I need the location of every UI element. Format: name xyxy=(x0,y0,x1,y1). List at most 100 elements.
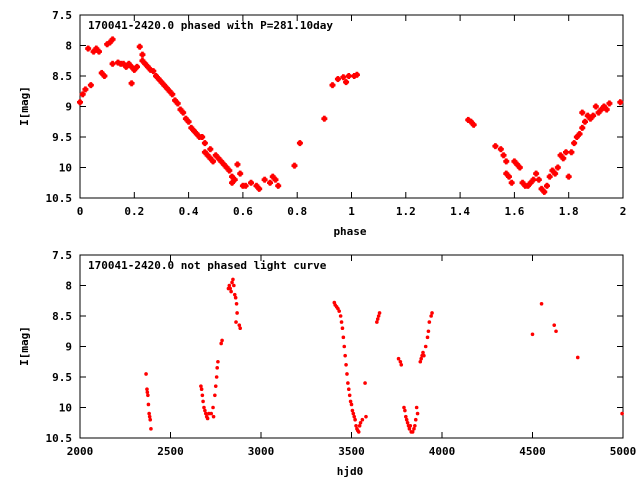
data-point xyxy=(554,329,558,334)
data-point xyxy=(253,182,260,189)
data-point xyxy=(404,414,408,419)
data-point xyxy=(516,164,523,171)
data-point xyxy=(527,179,534,186)
y-tick-label: 8 xyxy=(65,280,72,293)
data-point xyxy=(565,173,572,180)
data-point xyxy=(346,387,351,392)
data-point xyxy=(275,182,282,189)
data-point xyxy=(562,149,569,156)
axis-ticks: 0 0.2 0.4 0.6 0.8 1 1.2 1.4 1.6 1.8 2 7.5 8 8.5 9 9.5 10… xyxy=(46,9,627,218)
data-point xyxy=(340,326,345,331)
data-point xyxy=(204,152,211,159)
data-point xyxy=(497,146,504,153)
data-point xyxy=(617,99,624,106)
data-point xyxy=(350,408,355,413)
data-point xyxy=(467,118,474,125)
data-point xyxy=(579,124,586,131)
data-point xyxy=(85,45,92,52)
data-points xyxy=(144,277,624,434)
data-point xyxy=(340,74,347,81)
data-point xyxy=(214,375,219,379)
data-point xyxy=(125,60,132,67)
chart-title: 170041-2420.0 not phased light curve xyxy=(88,259,327,272)
x-tick-label: 5000 xyxy=(610,445,637,458)
data-point xyxy=(358,420,363,425)
data-point xyxy=(145,387,149,392)
data-point xyxy=(149,427,153,431)
y-tick-label: 10.5 xyxy=(46,432,73,445)
data-point xyxy=(530,332,535,337)
x-axis-label: hjd0 xyxy=(337,465,364,478)
data-point xyxy=(595,109,602,116)
data-point xyxy=(348,399,353,404)
data-point xyxy=(136,43,143,50)
data-point xyxy=(413,417,418,422)
data-point xyxy=(403,408,407,413)
data-point xyxy=(539,302,544,306)
unphased-light-curve-panel: 170041-2420.0 not phased light curve 200… xyxy=(18,249,636,478)
data-point xyxy=(429,314,433,318)
x-tick-label: 1 xyxy=(348,205,355,218)
data-point xyxy=(571,140,578,147)
data-point xyxy=(503,170,510,177)
data-point xyxy=(560,155,567,162)
data-point xyxy=(345,372,349,376)
x-tick-label: 1.6 xyxy=(504,205,524,218)
data-point xyxy=(226,167,233,174)
data-point xyxy=(231,277,235,282)
data-point xyxy=(352,414,357,419)
data-point xyxy=(338,314,343,318)
data-point xyxy=(87,82,94,89)
data-point xyxy=(232,283,236,288)
data-point xyxy=(470,121,477,128)
y-tick-label: 8.5 xyxy=(52,70,72,83)
x-tick-label: 4000 xyxy=(429,445,456,458)
data-point xyxy=(465,116,472,123)
data-point xyxy=(360,417,365,422)
data-point xyxy=(234,302,239,306)
data-point xyxy=(201,149,208,156)
data-point xyxy=(185,118,192,125)
data-point xyxy=(415,411,420,416)
data-point xyxy=(339,320,344,324)
data-point xyxy=(256,185,263,192)
data-point xyxy=(79,91,86,98)
data-point xyxy=(213,393,217,398)
y-tick-label: 7.5 xyxy=(52,9,72,22)
x-tick-label: 4500 xyxy=(519,445,546,458)
data-point xyxy=(200,393,205,398)
data-point xyxy=(123,63,130,70)
data-point xyxy=(139,51,146,58)
x-tick-label: 3500 xyxy=(338,445,365,458)
data-point xyxy=(220,161,227,168)
data-point xyxy=(199,134,206,140)
data-point xyxy=(169,91,176,98)
data-point xyxy=(364,414,368,419)
data-point xyxy=(267,179,274,186)
data-point xyxy=(232,292,237,297)
data-point xyxy=(543,182,550,189)
x-tick-label: 0.8 xyxy=(287,205,307,218)
data-point xyxy=(238,326,242,331)
data-point xyxy=(210,158,217,165)
y-tick-label: 7.5 xyxy=(52,249,72,262)
data-point xyxy=(145,390,150,395)
data-point xyxy=(377,311,382,315)
data-point xyxy=(606,100,613,107)
data-point xyxy=(207,146,214,153)
data-point xyxy=(600,103,607,110)
data-point xyxy=(131,66,138,73)
data-point xyxy=(203,411,208,416)
chart-title: 170041-2420.0 phased with P=281.10day xyxy=(88,19,333,32)
data-point xyxy=(172,97,179,104)
data-point xyxy=(233,295,238,300)
data-point xyxy=(166,88,173,95)
y-tick-label: 10.5 xyxy=(46,192,73,205)
data-point xyxy=(155,76,162,83)
data-point xyxy=(82,86,89,93)
data-point xyxy=(248,179,255,186)
data-point xyxy=(296,140,303,147)
y-tick-label: 9.5 xyxy=(52,131,72,144)
x-tick-label: 2 xyxy=(620,205,627,218)
data-point xyxy=(573,134,580,140)
